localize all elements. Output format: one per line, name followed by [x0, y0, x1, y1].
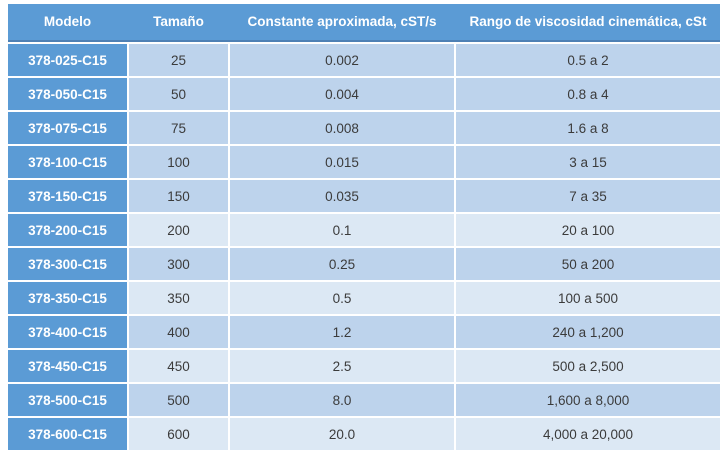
constant-cell: 8.0	[230, 384, 454, 416]
table-row: 378-300-C15 300 0.25 50 a 200	[8, 248, 720, 280]
constant-cell: 20.0	[230, 418, 454, 450]
table-row: 378-075-C15 75 0.008 1.6 a 8	[8, 112, 720, 144]
table-body: 378-025-C15 25 0.002 0.5 a 2 378-050-C15…	[8, 44, 720, 450]
constant-cell: 0.035	[230, 180, 454, 212]
range-cell: 0.8 a 4	[456, 78, 720, 110]
table-row: 378-150-C15 150 0.035 7 a 35	[8, 180, 720, 212]
range-cell: 50 a 200	[456, 248, 720, 280]
table-row: 378-200-C15 200 0.1 20 a 100	[8, 214, 720, 246]
model-cell: 378-400-C15	[8, 316, 127, 348]
model-cell: 378-300-C15	[8, 248, 127, 280]
size-cell: 350	[129, 282, 228, 314]
viscosity-table: Modelo Tamaño Constante aproximada, cST/…	[8, 4, 720, 450]
range-cell: 1,600 a 8,000	[456, 384, 720, 416]
range-cell: 4,000 a 20,000	[456, 418, 720, 450]
table-row: 378-400-C15 400 1.2 240 a 1,200	[8, 316, 720, 348]
table-row: 378-050-C15 50 0.004 0.8 a 4	[8, 78, 720, 110]
range-cell: 7 a 35	[456, 180, 720, 212]
range-cell: 3 a 15	[456, 146, 720, 178]
table-header-row: Modelo Tamaño Constante aproximada, cST/…	[8, 4, 720, 42]
constant-cell: 0.002	[230, 44, 454, 76]
column-header-tamano: Tamaño	[153, 13, 204, 29]
model-cell: 378-150-C15	[8, 180, 127, 212]
size-cell: 200	[129, 214, 228, 246]
range-cell: 100 a 500	[456, 282, 720, 314]
column-header-rango: Rango de viscosidad cinemática, cSt	[469, 13, 707, 29]
constant-cell: 0.5	[230, 282, 454, 314]
size-cell: 450	[129, 350, 228, 382]
model-cell: 378-100-C15	[8, 146, 127, 178]
constant-cell: 0.004	[230, 78, 454, 110]
model-cell: 378-075-C15	[8, 112, 127, 144]
range-cell: 0.5 a 2	[456, 44, 720, 76]
table-row: 378-600-C15 600 20.0 4,000 a 20,000	[8, 418, 720, 450]
table-row: 378-350-C15 350 0.5 100 a 500	[8, 282, 720, 314]
size-cell: 25	[129, 44, 228, 76]
table-row: 378-450-C15 450 2.5 500 a 2,500	[8, 350, 720, 382]
table-row: 378-500-C15 500 8.0 1,600 a 8,000	[8, 384, 720, 416]
model-cell: 378-500-C15	[8, 384, 127, 416]
constant-cell: 0.25	[230, 248, 454, 280]
size-cell: 400	[129, 316, 228, 348]
model-cell: 378-025-C15	[8, 44, 127, 76]
column-header-modelo: Modelo	[43, 13, 92, 29]
model-cell: 378-350-C15	[8, 282, 127, 314]
constant-cell: 1.2	[230, 316, 454, 348]
range-cell: 1.6 a 8	[456, 112, 720, 144]
model-cell: 378-050-C15	[8, 78, 127, 110]
range-cell: 500 a 2,500	[456, 350, 720, 382]
size-cell: 600	[129, 418, 228, 450]
constant-cell: 0.008	[230, 112, 454, 144]
model-cell: 378-200-C15	[8, 214, 127, 246]
constant-cell: 0.1	[230, 214, 454, 246]
column-header-constante: Constante aproximada, cST/s	[247, 13, 437, 29]
range-cell: 240 a 1,200	[456, 316, 720, 348]
size-cell: 300	[129, 248, 228, 280]
size-cell: 150	[129, 180, 228, 212]
table-row: 378-100-C15 100 0.015 3 a 15	[8, 146, 720, 178]
size-cell: 50	[129, 78, 228, 110]
size-cell: 500	[129, 384, 228, 416]
model-cell: 378-600-C15	[8, 418, 127, 450]
size-cell: 100	[129, 146, 228, 178]
constant-cell: 0.015	[230, 146, 454, 178]
table-row: 378-025-C15 25 0.002 0.5 a 2	[8, 44, 720, 76]
constant-cell: 2.5	[230, 350, 454, 382]
range-cell: 20 a 100	[456, 214, 720, 246]
size-cell: 75	[129, 112, 228, 144]
model-cell: 378-450-C15	[8, 350, 127, 382]
